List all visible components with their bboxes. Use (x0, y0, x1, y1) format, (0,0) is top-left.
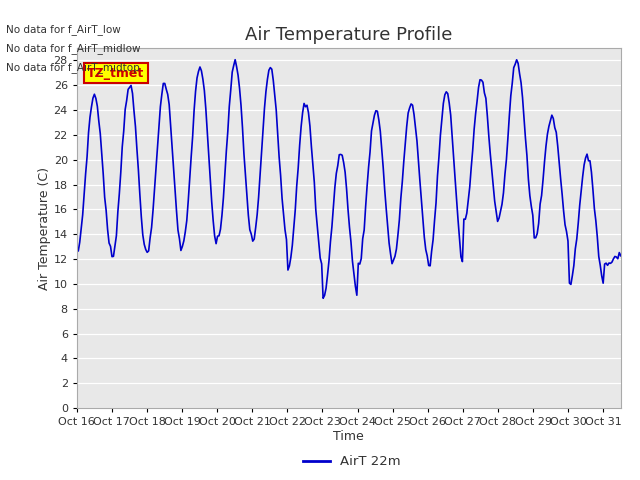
Text: TZ_tmet: TZ_tmet (87, 67, 145, 80)
Text: No data for f_AirT_low: No data for f_AirT_low (6, 24, 121, 35)
Title: Air Temperature Profile: Air Temperature Profile (245, 25, 452, 44)
X-axis label: Time: Time (333, 430, 364, 443)
Text: No data for f_AirT_midtop: No data for f_AirT_midtop (6, 62, 140, 73)
Legend: AirT 22m: AirT 22m (298, 450, 406, 473)
Y-axis label: Air Temperature (C): Air Temperature (C) (38, 167, 51, 289)
Text: No data for f_AirT_midlow: No data for f_AirT_midlow (6, 43, 141, 54)
